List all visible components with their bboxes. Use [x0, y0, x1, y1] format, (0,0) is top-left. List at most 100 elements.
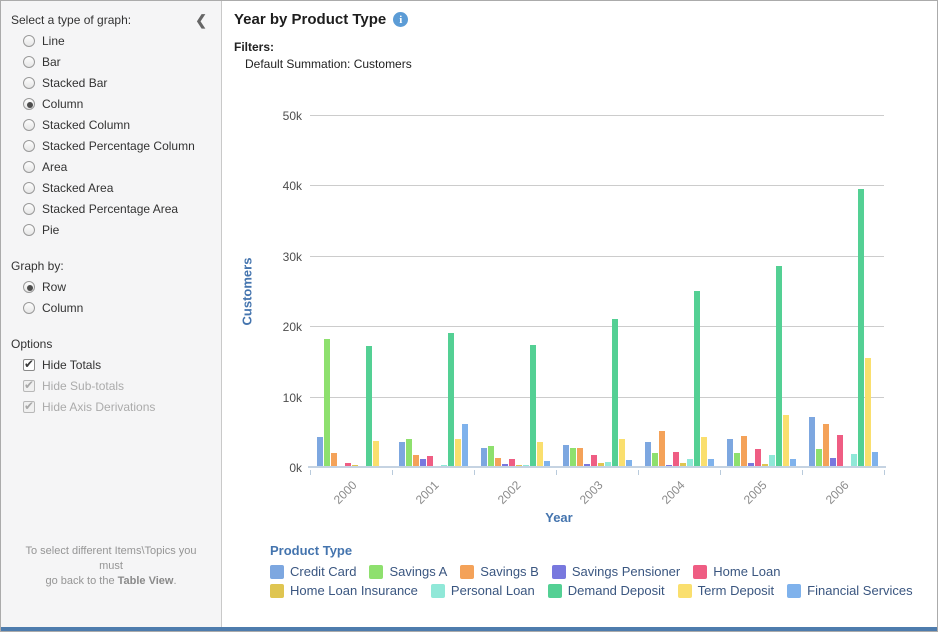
- legend-item-demand-deposit[interactable]: Demand Deposit: [547, 583, 665, 598]
- legend-item-home-loan[interactable]: Home Loan: [693, 564, 780, 579]
- bar-home-loan-2003[interactable]: [590, 455, 597, 466]
- bar-credit-card-2002[interactable]: [480, 448, 487, 466]
- bar-home-loan-insurance-2003[interactable]: [597, 463, 604, 466]
- bar-savings-a-2001[interactable]: [405, 439, 412, 466]
- bar-savings-pensioner-2004[interactable]: [665, 465, 672, 466]
- bar-home-loan-insurance-2002[interactable]: [515, 465, 522, 466]
- option-hide-totals[interactable]: Hide Totals: [23, 357, 213, 372]
- bar-term-deposit-2006[interactable]: [864, 358, 871, 466]
- radio-icon[interactable]: [23, 77, 35, 89]
- radio-icon[interactable]: [23, 182, 35, 194]
- bar-savings-b-2004[interactable]: [658, 431, 665, 466]
- collapse-sidebar-icon[interactable]: ❮: [195, 12, 207, 28]
- bar-savings-a-2002[interactable]: [487, 446, 494, 466]
- bar-credit-card-2005[interactable]: [726, 439, 733, 466]
- graph-type-column[interactable]: Column: [23, 97, 213, 111]
- info-icon[interactable]: i: [393, 12, 409, 27]
- graph-type-pie[interactable]: Pie: [23, 223, 213, 237]
- bar-savings-a-2005[interactable]: [733, 453, 740, 466]
- bar-home-loan-2006[interactable]: [836, 435, 843, 466]
- bar-savings-a-2004[interactable]: [651, 453, 658, 466]
- radio-icon[interactable]: [23, 98, 35, 110]
- bar-savings-b-2001[interactable]: [412, 455, 419, 466]
- graph-by-column[interactable]: Column: [23, 301, 213, 315]
- bar-demand-deposit-2002[interactable]: [529, 345, 536, 466]
- bar-home-loan-insurance-2000[interactable]: [351, 465, 358, 466]
- radio-icon[interactable]: [23, 119, 35, 131]
- radio-icon[interactable]: [23, 161, 35, 173]
- legend-item-savings-pensioner[interactable]: Savings Pensioner: [551, 564, 680, 579]
- legend-item-savings-b[interactable]: Savings B: [460, 564, 539, 579]
- bar-demand-deposit-2006[interactable]: [857, 189, 864, 466]
- bar-financial-services-2006[interactable]: [871, 452, 878, 466]
- legend-item-term-deposit[interactable]: Term Deposit: [677, 583, 774, 598]
- bar-home-loan-2002[interactable]: [508, 459, 515, 466]
- bar-savings-a-2006[interactable]: [815, 449, 822, 466]
- bar-term-deposit-2001[interactable]: [454, 439, 461, 466]
- bar-savings-b-2006[interactable]: [822, 424, 829, 466]
- radio-icon[interactable]: [23, 281, 35, 293]
- bar-credit-card-2004[interactable]: [644, 442, 651, 466]
- bar-savings-pensioner-2002[interactable]: [501, 464, 508, 466]
- bar-credit-card-2000[interactable]: [316, 437, 323, 466]
- bar-home-loan-insurance-2004[interactable]: [679, 463, 686, 466]
- bar-personal-loan-2006[interactable]: [850, 454, 857, 466]
- bar-credit-card-2006[interactable]: [808, 417, 815, 466]
- bar-demand-deposit-2004[interactable]: [693, 291, 700, 466]
- bar-savings-b-2000[interactable]: [330, 453, 337, 466]
- bar-financial-services-2002[interactable]: [543, 461, 550, 466]
- bar-term-deposit-2005[interactable]: [782, 415, 789, 466]
- bar-savings-pensioner-2006[interactable]: [829, 458, 836, 466]
- legend-item-credit-card[interactable]: Credit Card: [270, 564, 356, 579]
- legend-item-home-loan-insurance[interactable]: Home Loan Insurance: [270, 583, 418, 598]
- bar-savings-pensioner-2005[interactable]: [747, 463, 754, 466]
- radio-icon[interactable]: [23, 35, 35, 47]
- bar-financial-services-2004[interactable]: [707, 459, 714, 466]
- graph-type-stacked-percentage-column[interactable]: Stacked Percentage Column: [23, 139, 213, 153]
- bar-savings-b-2005[interactable]: [740, 436, 747, 466]
- bar-home-loan-insurance-2005[interactable]: [761, 464, 768, 466]
- graph-type-stacked-percentage-area[interactable]: Stacked Percentage Area: [23, 202, 213, 216]
- bar-personal-loan-2004[interactable]: [686, 459, 693, 466]
- graph-type-stacked-bar[interactable]: Stacked Bar: [23, 76, 213, 90]
- radio-icon[interactable]: [23, 140, 35, 152]
- bar-credit-card-2001[interactable]: [398, 442, 405, 466]
- graph-type-line[interactable]: Line: [23, 34, 213, 48]
- bar-personal-loan-2001[interactable]: [440, 465, 447, 466]
- radio-icon[interactable]: [23, 203, 35, 215]
- legend-item-personal-loan[interactable]: Personal Loan: [430, 583, 535, 598]
- checkbox-icon[interactable]: [23, 357, 35, 371]
- bar-financial-services-2005[interactable]: [789, 459, 796, 466]
- graph-type-stacked-area[interactable]: Stacked Area: [23, 181, 213, 195]
- bar-home-loan-2004[interactable]: [672, 452, 679, 466]
- bar-demand-deposit-2003[interactable]: [611, 319, 618, 466]
- bar-home-loan-2005[interactable]: [754, 449, 761, 466]
- bar-financial-services-2003[interactable]: [625, 460, 632, 466]
- graph-type-stacked-column[interactable]: Stacked Column: [23, 118, 213, 132]
- bar-term-deposit-2004[interactable]: [700, 437, 707, 466]
- bar-savings-a-2003[interactable]: [569, 448, 576, 466]
- bar-personal-loan-2005[interactable]: [768, 455, 775, 466]
- bar-savings-pensioner-2003[interactable]: [583, 464, 590, 466]
- legend-item-savings-a[interactable]: Savings A: [369, 564, 447, 579]
- bar-savings-pensioner-2001[interactable]: [419, 459, 426, 466]
- bar-savings-b-2003[interactable]: [576, 448, 583, 466]
- graph-by-row[interactable]: Row: [23, 280, 213, 294]
- bar-home-loan-2001[interactable]: [426, 456, 433, 466]
- radio-icon[interactable]: [23, 224, 35, 236]
- bar-demand-deposit-2000[interactable]: [365, 346, 372, 466]
- bar-personal-loan-2002[interactable]: [522, 465, 529, 466]
- radio-icon[interactable]: [23, 56, 35, 68]
- graph-type-bar[interactable]: Bar: [23, 55, 213, 69]
- bar-demand-deposit-2005[interactable]: [775, 266, 782, 466]
- graph-type-area[interactable]: Area: [23, 160, 213, 174]
- bar-demand-deposit-2001[interactable]: [447, 333, 454, 466]
- legend-item-financial-services[interactable]: Financial Services: [787, 583, 913, 598]
- bar-term-deposit-2003[interactable]: [618, 439, 625, 466]
- radio-icon[interactable]: [23, 302, 35, 314]
- bar-personal-loan-2003[interactable]: [604, 462, 611, 466]
- bar-term-deposit-2000[interactable]: [372, 441, 379, 466]
- bar-savings-b-2002[interactable]: [494, 458, 501, 466]
- bar-savings-a-2000[interactable]: [323, 339, 330, 466]
- bar-term-deposit-2002[interactable]: [536, 442, 543, 466]
